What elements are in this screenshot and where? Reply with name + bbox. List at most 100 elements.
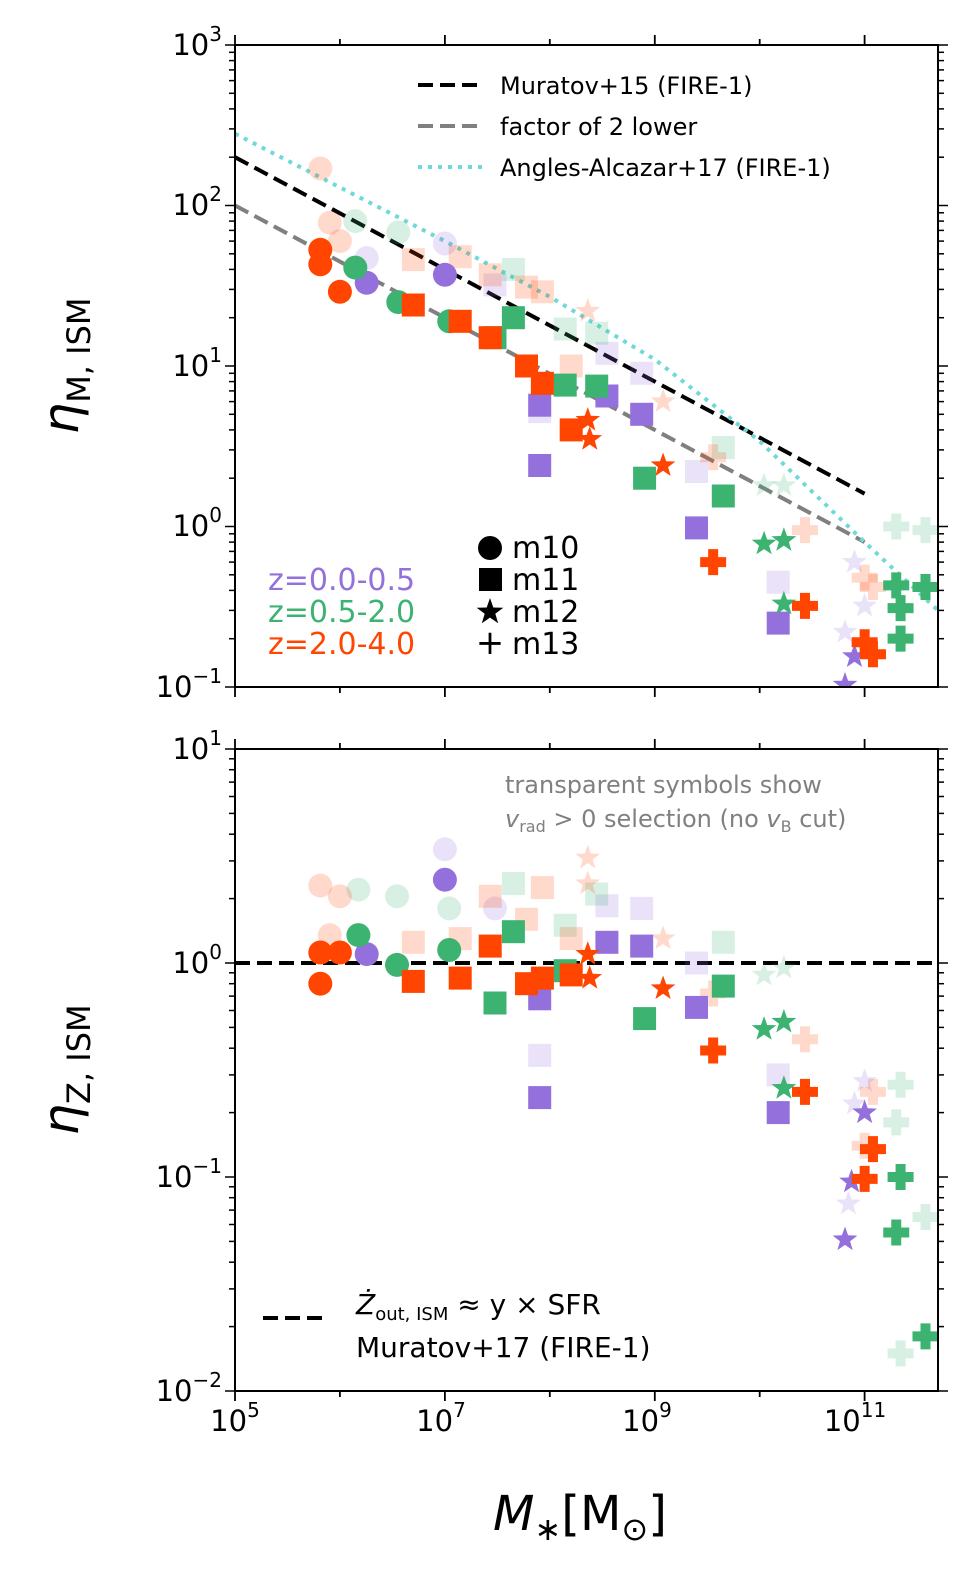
top-ytick-label: 102 (172, 182, 222, 222)
top-reference-lines (235, 131, 938, 612)
bottom-xtick-label: 107 (416, 1398, 466, 1438)
bottom-point-square (685, 995, 708, 1019)
top-point-star (852, 592, 877, 617)
top-point-square (595, 341, 619, 365)
top-point-square (633, 466, 657, 490)
top-point-square (630, 402, 654, 426)
top-point-square (448, 309, 472, 333)
top-point-square (585, 321, 609, 345)
bottom-point-star (575, 870, 601, 895)
top-point-square (585, 374, 609, 398)
bottom-point-plus (791, 1026, 818, 1053)
bottom-data-points (308, 837, 938, 1367)
bottom-point-square (559, 963, 583, 987)
legend-label-factor2: factor of 2 lower (500, 113, 697, 141)
bottom-point-star (832, 1226, 858, 1251)
top-point-circle (432, 231, 457, 256)
top-point-square (478, 326, 502, 350)
top-point-star (650, 452, 676, 476)
top-point-plus (912, 573, 938, 600)
bottom-point-square (530, 876, 554, 900)
bottom-point-plus (700, 1037, 727, 1064)
marker-legend-square-icon (479, 568, 502, 591)
top-point-plus (700, 549, 727, 576)
top-point-circle (308, 252, 333, 277)
bottom-point-star (852, 1068, 877, 1092)
bottom-point-circle (432, 867, 457, 892)
top-point-square (553, 373, 577, 397)
bottom-xlabel: M∗[M⊙] (493, 1486, 667, 1548)
top-point-plus (859, 641, 886, 668)
top-point-star (575, 407, 601, 431)
top-point-square (559, 418, 583, 442)
top-point-plus (887, 625, 914, 652)
top-line-legend: Muratov+15 (FIRE-1) factor of 2 lower An… (418, 72, 831, 182)
top-point-square (515, 275, 538, 299)
transparency-note: transparent symbols show vrad > 0 select… (505, 771, 846, 836)
top-point-circle (317, 210, 342, 235)
bottom-point-square (630, 896, 654, 920)
top-ytick-label: 10−1 (156, 664, 222, 704)
bottom-point-circle (437, 896, 462, 921)
bottom-point-square (530, 966, 554, 990)
legend-label-muratov17: Muratov+17 (FIRE-1) (356, 1331, 651, 1364)
bottom-xtick-label: 105 (210, 1398, 260, 1438)
bottom-point-square (401, 930, 425, 954)
bottom-point-star (839, 1168, 864, 1193)
bottom-point-square (766, 1101, 790, 1125)
top-point-circle (308, 156, 333, 181)
top-ytick-label: 100 (172, 503, 222, 543)
top-point-star (751, 530, 777, 555)
top-ticks (225, 35, 948, 697)
bottom-axes-frame (234, 748, 939, 1392)
bottom-point-circle (308, 940, 333, 965)
bottom-point-star (771, 1009, 797, 1033)
top-point-square (401, 248, 425, 272)
top-point-circle (386, 220, 411, 245)
bottom-point-star (650, 975, 676, 999)
bottom-ticks (225, 739, 948, 1401)
note-line-2: vrad > 0 selection (no vB cut) (505, 805, 846, 836)
bottom-point-square (478, 884, 502, 908)
bottom-xtick-label: 1011 (824, 1398, 886, 1438)
top-point-square (711, 484, 735, 508)
top-point-plus (859, 573, 886, 600)
redshift-label-mid: z=0.5-2.0 (268, 595, 415, 630)
bottom-point-square (501, 872, 525, 896)
marker-legend-star-icon (476, 598, 504, 624)
top-point-plus (851, 629, 878, 656)
bottom-point-star (842, 1090, 867, 1115)
top-point-star (832, 671, 858, 687)
bottom-point-star (771, 954, 797, 979)
top-point-square (448, 245, 472, 269)
top-point-plus (887, 595, 914, 622)
redshift-label-low: z=0.0-0.5 (268, 563, 415, 598)
top-point-star (577, 426, 603, 450)
bottom-point-circle (327, 940, 352, 965)
top-point-star (771, 590, 797, 615)
bottom-point-star (751, 1016, 777, 1040)
top-point-square (478, 263, 502, 287)
bottom-point-square (478, 934, 502, 958)
bottom-legend: Żout, ISM ≈ y × SFR Muratov+17 (FIRE-1) (263, 1288, 651, 1364)
bottom-point-plus (887, 1340, 914, 1367)
bottom-point-circle (308, 971, 333, 996)
top-point-square (766, 611, 790, 635)
top-point-star (575, 298, 601, 322)
bottom-point-square (685, 951, 708, 975)
top-ytick-label: 103 (172, 22, 222, 62)
top-point-plus (912, 517, 938, 544)
bottom-point-circle (308, 873, 333, 898)
marker-legend-label-m11: m11 (512, 563, 579, 598)
top-point-square (483, 273, 507, 297)
top-point-plus (791, 592, 818, 619)
top-point-circle (343, 209, 368, 234)
legend-label-angles-alcazar: Angles-Alcazar+17 (FIRE-1) (500, 154, 831, 182)
bottom-point-plus (912, 1204, 938, 1231)
bottom-point-square (483, 991, 507, 1015)
top-point-star (842, 549, 867, 573)
top-point-square (515, 354, 538, 378)
top-point-star (771, 472, 797, 496)
legend-label-zdot: Żout, ISM ≈ y × SFR (355, 1288, 601, 1325)
